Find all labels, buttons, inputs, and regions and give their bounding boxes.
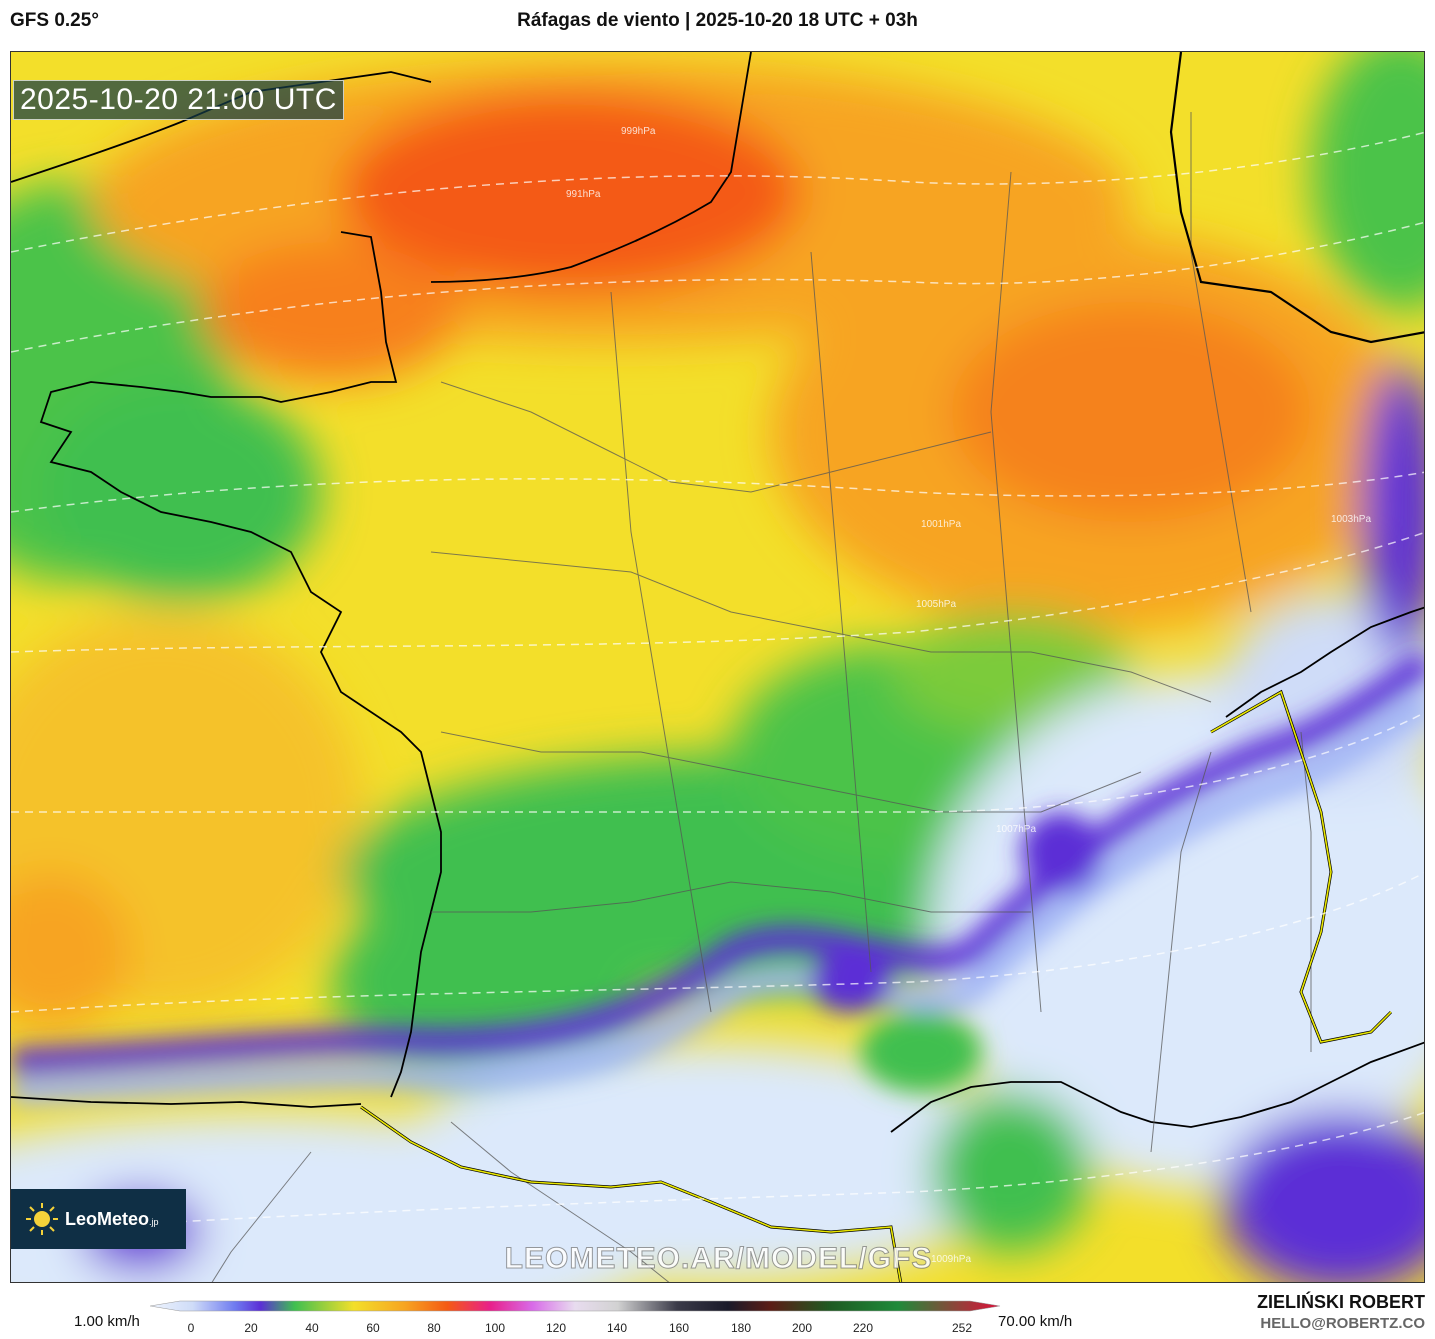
model-label: GFS 0.25° <box>10 10 99 31</box>
legend-bar <box>150 1300 1001 1312</box>
credit-name: ZIELIŃSKI ROBERT <box>1256 1292 1425 1312</box>
logo-text: LeoMeteo.jp <box>65 1208 159 1229</box>
isobar-label: 1003hPa <box>1331 514 1371 525</box>
admin-borders <box>211 112 1312 1282</box>
leometeo-logo[interactable]: LeoMeteo.jp <box>11 1189 186 1249</box>
map-canvas: 999hPa 991hPa 1001hPa 1003hPa 1005hPa 10… <box>11 52 1424 1282</box>
gust-bands <box>11 651 1424 1104</box>
legend-tick-label: 0 <box>188 1321 195 1335</box>
legend-ticks: 0 20 40 60 80 100 120 140 160 180 200 220 252 <box>188 1321 973 1335</box>
legend-tick-label: 120 <box>546 1321 566 1335</box>
isobar-label: 1001hPa <box>921 519 961 530</box>
legend-tick-label: 100 <box>485 1321 505 1335</box>
legend-tick-label: 140 <box>607 1321 627 1335</box>
legend-tick-label: 80 <box>427 1321 441 1335</box>
legend-tick-label: 40 <box>305 1321 319 1335</box>
legend-max-label: 70.00 km/h <box>998 1313 1073 1330</box>
legend-min-label: 1.00 km/h <box>74 1313 140 1330</box>
valid-time-badge: 2025-10-20 21:00 UTC <box>13 80 344 120</box>
wind-gust-map: 999hPa 991hPa 1001hPa 1003hPa 1005hPa 10… <box>10 51 1425 1283</box>
map-title: Ráfagas de viento | 2025-10-20 18 UTC + … <box>517 10 918 31</box>
credit-email: HELLO@ROBERTZ.CO <box>1260 1315 1425 1332</box>
legend-tick-label: 20 <box>244 1321 258 1335</box>
legend-tick-label: 60 <box>366 1321 380 1335</box>
france-italy-border <box>1210 690 1392 1043</box>
watermark-url: LEOMETEO.AR/MODEL/GFS <box>504 1242 933 1276</box>
spain-france-border <box>360 1106 902 1282</box>
legend-tick-label: 220 <box>853 1321 873 1335</box>
isobar-label: 1009hPa <box>931 1254 971 1265</box>
legend-tick-label: 180 <box>731 1321 751 1335</box>
isobar-label: 999hPa <box>621 126 656 137</box>
legend-tick-label: 252 <box>952 1321 972 1335</box>
color-legend: 0 20 40 60 80 100 120 140 160 180 200 220 252 <box>150 1300 1001 1335</box>
isobar-label: 1007hPa <box>996 824 1036 835</box>
isobars <box>11 131 1424 1233</box>
isobar-labels: 999hPa 991hPa 1001hPa 1003hPa 1005hPa 10… <box>566 126 1371 1265</box>
legend-tick-label: 200 <box>792 1321 812 1335</box>
isobar-label: 991hPa <box>566 189 601 200</box>
northeast-border <box>1169 52 1424 344</box>
sun-icon <box>26 1203 58 1235</box>
isobar-label: 1005hPa <box>916 599 956 610</box>
legend-tick-label: 160 <box>669 1321 689 1335</box>
